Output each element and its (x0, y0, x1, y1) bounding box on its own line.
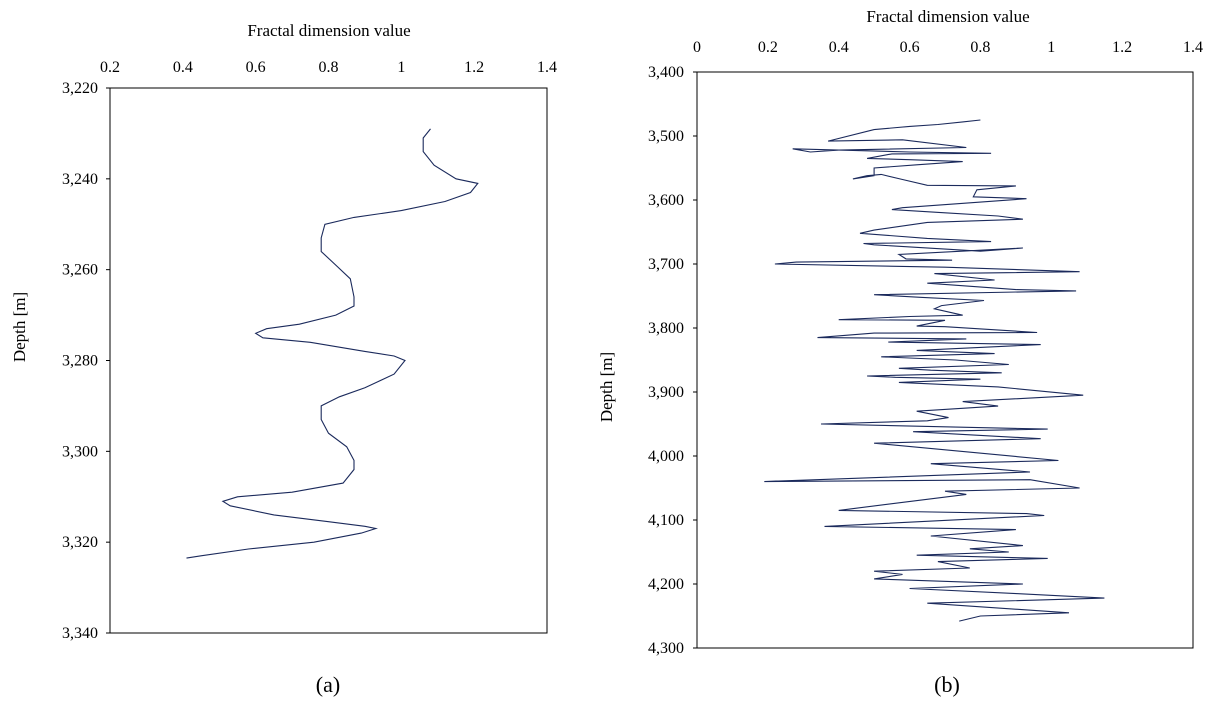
panel-b-x-tick-label: 0.6 (900, 39, 920, 56)
chart-panel-a: Fractal dimension value Depth [m] 0.2 0.4… (10, 21, 557, 697)
panel-a-y-tick-label: 3,340 (62, 625, 98, 642)
panel-b-series-line (764, 119, 1105, 622)
panel-b-y-tick-label: 3,700 (648, 256, 684, 273)
panel-b-y-tick-label: 3,600 (648, 192, 684, 209)
panel-a-plot-frame (109, 87, 548, 634)
panel-b-label: (b) (934, 672, 960, 697)
panel-a-y-tick-label: 3,280 (62, 353, 98, 370)
panel-b-y-tick-label: 4,000 (648, 448, 684, 465)
panel-b-y-tick-label: 3,500 (648, 128, 684, 145)
panel-a-series-line (186, 128, 479, 559)
panel-b-y-tick-label: 4,200 (648, 576, 684, 593)
panel-b-x-tick-label: 0.2 (758, 39, 778, 56)
panel-a-x-tick-label: 0.2 (100, 59, 120, 76)
panel-b-x-tick-label: 0 (693, 39, 701, 56)
panel-a-x-axis-title: Fractal dimension value (247, 21, 410, 40)
panel-b-y-tick-label: 3,900 (648, 384, 684, 401)
panel-a-x-tick-label: 1 (397, 59, 405, 76)
panel-a-y-tick-label: 3,300 (62, 443, 98, 460)
panel-b-y-tick-label: 3,400 (648, 64, 684, 81)
panel-a-y-ticks: 3,220 3,240 3,260 3,280 3,300 3,320 3,340 (62, 80, 110, 642)
panel-b-x-tick-label: 1.4 (1183, 39, 1203, 56)
panel-a-y-tick-label: 3,240 (62, 171, 98, 188)
panel-a-label: (a) (316, 672, 340, 697)
chart-panel-b: Fractal dimension value Depth [m] 0 0.2 0.… (597, 7, 1203, 697)
panel-b-y-tick-label: 3,800 (648, 320, 684, 337)
panel-b-x-tick-label: 1 (1047, 39, 1055, 56)
panel-b-y-axis-title: Depth [m] (597, 352, 616, 422)
panel-b-x-ticks: 0 0.2 0.4 0.6 0.8 1 1.2 1.4 (693, 39, 1203, 56)
panel-b-plot-frame (696, 71, 1194, 649)
panel-a-x-tick-label: 0.6 (246, 59, 266, 76)
panel-a-y-tick-label: 3,320 (62, 534, 98, 551)
panel-a-y-tick-label: 3,260 (62, 262, 98, 279)
panel-b-y-ticks: 3,400 3,500 3,600 3,700 3,800 3,900 4,000 4,100… (648, 64, 697, 657)
panel-b-y-tick-label: 4,100 (648, 512, 684, 529)
panel-b-x-tick-label: 0.8 (970, 39, 990, 56)
panel-a-x-tick-label: 1.2 (464, 59, 484, 76)
panel-a-y-axis-title: Depth [m] (10, 292, 29, 362)
panel-a-x-tick-label: 1.4 (537, 59, 557, 76)
panel-a-y-tick-label: 3,220 (62, 80, 98, 97)
panel-a-x-tick-label: 0.4 (173, 59, 193, 76)
panel-b-x-axis-title: Fractal dimension value (866, 7, 1029, 26)
panel-a-x-tick-label: 0.8 (319, 59, 339, 76)
panel-b-x-tick-label: 1.2 (1112, 39, 1132, 56)
panel-b-x-tick-label: 0.4 (829, 39, 849, 56)
panel-a-x-ticks: 0.2 0.4 0.6 0.8 1 1.2 1.4 (100, 59, 557, 76)
panel-b-y-tick-label: 4,300 (648, 640, 684, 657)
